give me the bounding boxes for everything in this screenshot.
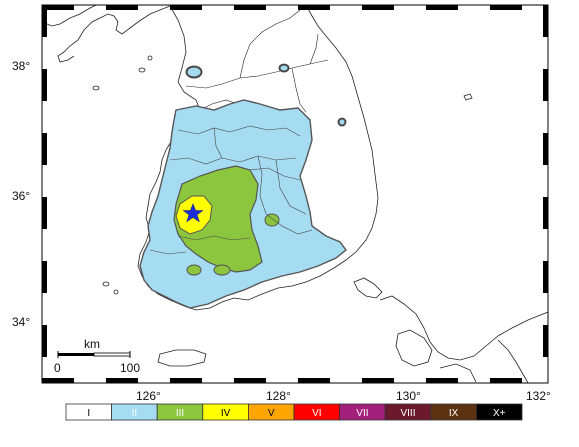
map-frame-segment bbox=[234, 5, 266, 10]
province-boundaries bbox=[149, 125, 313, 255]
intensity-zone-iii-spot bbox=[186, 264, 202, 276]
map-frame-segment bbox=[543, 5, 548, 37]
map-frame-segment bbox=[42, 69, 47, 101]
map-frame-segment bbox=[42, 5, 74, 10]
map-frame-segment bbox=[426, 378, 458, 383]
map-frame-segment bbox=[543, 197, 548, 229]
legend-swatch bbox=[475, 403, 523, 421]
lat-tick-label: 38° bbox=[12, 59, 30, 73]
legend-label: X+ bbox=[493, 408, 506, 419]
map-frame bbox=[41, 4, 549, 384]
map-frame-segment bbox=[543, 261, 548, 293]
map-frame-segment bbox=[426, 5, 458, 10]
legend-label: III bbox=[176, 408, 184, 419]
map-frame-segment bbox=[490, 378, 522, 383]
map-frame-segment bbox=[490, 5, 522, 10]
map-frame-segment bbox=[543, 133, 548, 165]
intensity-zone-iii-spot bbox=[264, 213, 280, 227]
map-frame-segment bbox=[298, 5, 330, 10]
map-frame-segment bbox=[543, 325, 548, 357]
map-frame-segment bbox=[234, 378, 266, 383]
scale-bar-segment bbox=[93, 352, 131, 357]
legend-label: VII bbox=[356, 408, 368, 419]
legend-label: VI bbox=[312, 408, 321, 419]
intensity-legend: I II III IV V VI VII VIII IX X+ bbox=[65, 403, 523, 421]
legend-label: VIII bbox=[400, 408, 415, 419]
scale-start-label: 0 bbox=[54, 361, 61, 375]
map-frame-segment bbox=[362, 5, 394, 10]
intensity-zone-ii-island bbox=[338, 118, 346, 126]
map-frame-segment bbox=[42, 5, 47, 37]
legend-label: I bbox=[87, 408, 90, 419]
map-frame-segment bbox=[42, 325, 47, 357]
map-frame-segment bbox=[42, 378, 74, 383]
map-frame-outline bbox=[41, 4, 549, 384]
scale-bar: km 0 100 bbox=[54, 337, 140, 375]
scale-end-label: 100 bbox=[120, 361, 140, 375]
intensity-zone-ii-island bbox=[279, 64, 289, 72]
map-frame-segment bbox=[42, 133, 47, 165]
intensity-zone-iii bbox=[173, 165, 263, 273]
lat-tick-label: 34° bbox=[12, 315, 30, 329]
intensity-zone-ii-island bbox=[186, 66, 202, 78]
map-frame-segment bbox=[42, 261, 47, 293]
lon-tick-label: 128° bbox=[266, 389, 291, 403]
lon-tick-label: 130° bbox=[396, 389, 421, 403]
intensity-zone-iii-spot bbox=[213, 264, 231, 276]
lon-tick-label: 126° bbox=[136, 389, 161, 403]
map-frame-segment bbox=[298, 378, 330, 383]
legend-label: V bbox=[268, 408, 275, 419]
scale-unit-label: km bbox=[84, 337, 100, 351]
legend-label: IV bbox=[221, 408, 231, 419]
map-frame-segment bbox=[42, 197, 47, 229]
lat-tick-label: 36° bbox=[12, 189, 30, 203]
legend-label: II bbox=[132, 408, 138, 419]
map-frame-segment bbox=[170, 378, 202, 383]
map-frame-segment bbox=[106, 378, 138, 383]
epicenter-star-icon bbox=[182, 203, 204, 223]
map-frame-segment bbox=[170, 5, 202, 10]
map-frame-segment bbox=[106, 5, 138, 10]
lon-tick-label: 132° bbox=[526, 389, 551, 403]
scale-bar-segment bbox=[58, 353, 94, 356]
map-frame-segment bbox=[362, 378, 394, 383]
legend-label: IX bbox=[449, 408, 459, 419]
map-frame-segment bbox=[543, 69, 548, 101]
